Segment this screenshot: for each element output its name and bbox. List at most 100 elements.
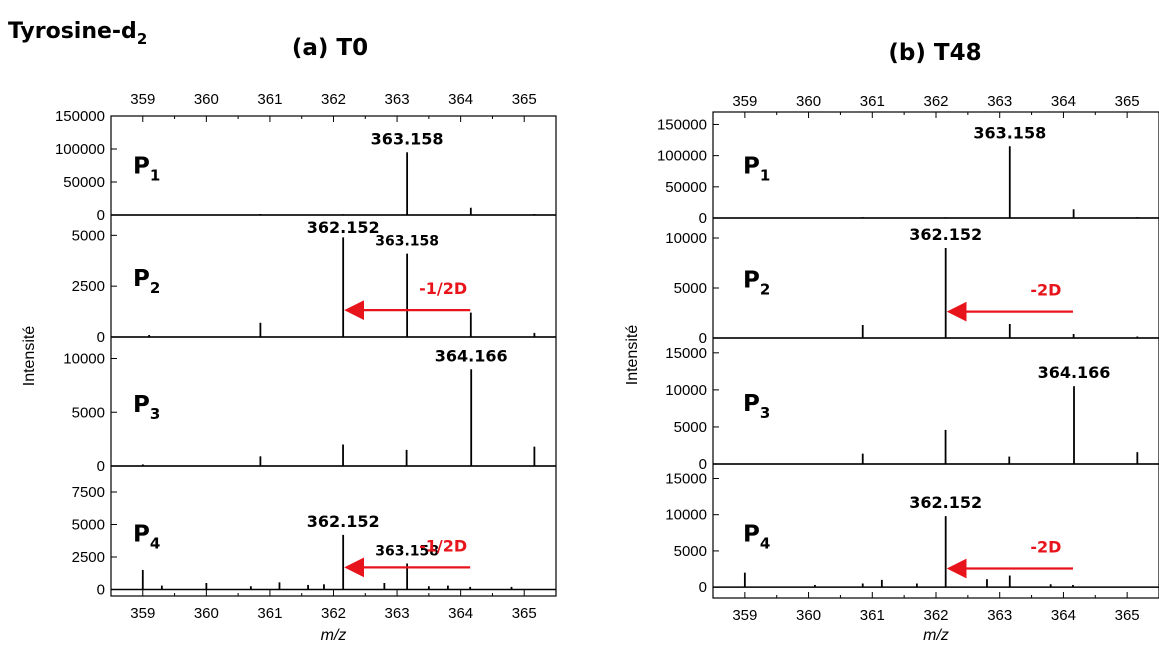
peak-label: 363.158 [375, 234, 439, 250]
spectrum-panel-4: 0 2500 5000 7500 P4 362.152 363.158-1/2D [72, 465, 556, 599]
chart-0: (a) T0 359 359 360 360 361 361 362 362 363 363 364 3… [21, 35, 557, 644]
y-tick-label: 150000 [657, 116, 707, 133]
bottom-x-tick-label: 361 [860, 607, 885, 624]
chart-1: (b) T48 359 359 360 360 361 361 362 362 363 363 364… [624, 40, 1159, 644]
bottom-x-tick-label: 365 [512, 605, 537, 622]
y-tick-label: 100000 [55, 141, 105, 158]
y-tick-label: 0 [97, 329, 105, 346]
y-tick-label: 50000 [63, 174, 105, 191]
x-axis-label: m/z [321, 627, 347, 644]
bottom-x-tick-label: 360 [796, 607, 821, 624]
bottom-x-tick-label: 364 [1051, 607, 1076, 624]
y-tick-label: 0 [699, 579, 707, 596]
peak-label: 364.166 [1038, 363, 1111, 382]
spectrum-panel-3: 0 5000 10000 P3 364.166 [63, 336, 556, 475]
spectrum-panel-3: 0 5000 10000 15000 P3 364.166 [665, 337, 1159, 473]
y-tick-label: 5000 [72, 517, 105, 534]
y-tick-label: 5000 [72, 404, 105, 421]
y-axis-label: Intensité [624, 325, 641, 386]
chart-title: (a) T0 [292, 35, 368, 61]
top-x-tick-label: 361 [860, 93, 885, 110]
top-x-tick-label: 363 [385, 91, 410, 108]
bottom-x-tick-label: 359 [732, 607, 757, 624]
top-x-tick-label: 360 [796, 93, 821, 110]
y-tick-label: 0 [97, 207, 105, 224]
bottom-x-tick-label: 363 [385, 605, 410, 622]
bottom-x-tick-label: 362 [923, 607, 948, 624]
y-tick-label: 15000 [665, 345, 707, 362]
y-tick-label: 10000 [665, 382, 707, 399]
y-tick-label: 10000 [63, 351, 105, 368]
y-tick-label: 50000 [665, 179, 707, 196]
shift-label: -2D [1030, 281, 1061, 300]
y-tick-label: 100000 [657, 148, 707, 165]
y-tick-label: 5000 [674, 419, 707, 436]
bottom-x-tick-label: 361 [257, 605, 282, 622]
top-x-tick-label: 362 [321, 91, 346, 108]
y-tick-label: 0 [97, 582, 105, 599]
spectrum-panel-2: 0 5000 10000 P2 362.152 -2D [665, 217, 1159, 347]
bottom-x-tick-label: 364 [448, 605, 473, 622]
y-tick-label: 5000 [72, 227, 105, 244]
peak-label: 363.158 [371, 129, 444, 148]
y-tick-label: 7500 [72, 484, 105, 501]
peak-label: 362.152 [909, 225, 982, 244]
y-tick-label: 10000 [665, 230, 707, 247]
peak-label: 363.158 [375, 544, 439, 560]
y-tick-label: 2500 [72, 549, 105, 566]
peak-label: 362.152 [307, 512, 380, 531]
top-x-tick-label: 361 [257, 91, 282, 108]
panel-label: P1 [133, 153, 160, 184]
peak-label: 364.166 [435, 346, 508, 365]
bottom-x-tick-label: 365 [1115, 607, 1140, 624]
peak-label: 362.152 [307, 218, 380, 237]
bottom-x-tick-label: 359 [130, 605, 155, 622]
chart-title: (b) T48 [888, 40, 981, 66]
bottom-x-tick-label: 360 [194, 605, 219, 622]
y-tick-label: 10000 [665, 507, 707, 524]
peak-label: 363.158 [973, 123, 1046, 142]
x-axis-label: m/z [923, 627, 949, 644]
spectrum-panel-1: 0 50000 100000 150000 P1 363.158 [657, 116, 1159, 227]
top-x-tick-label: 359 [130, 91, 155, 108]
top-x-tick-label: 364 [1051, 93, 1076, 110]
y-tick-label: 150000 [55, 108, 105, 125]
top-x-tick-label: 360 [194, 91, 219, 108]
panel-label: P3 [133, 392, 160, 423]
y-tick-label: 0 [699, 456, 707, 473]
panel-label: P1 [743, 153, 770, 184]
top-x-tick-label: 365 [512, 91, 537, 108]
spectrum-panel-1: 0 50000 100000 150000 P1 363.158 [55, 108, 556, 224]
y-tick-label: 0 [699, 210, 707, 227]
panel-label: P3 [743, 391, 770, 422]
top-x-tick-label: 362 [923, 93, 948, 110]
top-x-tick-label: 365 [1115, 93, 1140, 110]
shift-label: -2D [1030, 538, 1061, 557]
shift-label: -1/2D [419, 279, 467, 298]
top-x-tick-label: 363 [987, 93, 1012, 110]
panel-label: P2 [743, 268, 770, 299]
figure-title-main: Tyrosine-d [8, 19, 137, 44]
y-tick-label: 0 [97, 458, 105, 475]
spectrum-panel-4: 0 5000 10000 15000 P4 362.152 -2D [665, 463, 1159, 596]
panel-label: P2 [133, 266, 160, 297]
panel-label: P4 [133, 521, 160, 552]
figure-title-subscript: 2 [137, 30, 147, 48]
peak-label: 362.152 [909, 493, 982, 512]
bottom-x-tick-label: 362 [321, 605, 346, 622]
y-tick-label: 2500 [72, 278, 105, 295]
y-tick-label: 5000 [674, 543, 707, 560]
figure-title: Tyrosine-d2 [8, 19, 147, 48]
shift-label: -1/2D [419, 536, 467, 555]
panel-label: P4 [743, 522, 770, 553]
charts-group: (a) T0 359 359 360 360 361 361 362 362 363 363 364 3… [21, 35, 1159, 644]
plot-frame [712, 111, 1159, 599]
y-axis-label: Intensité [21, 326, 38, 387]
y-tick-label: 5000 [674, 280, 707, 297]
top-x-tick-label: 359 [732, 93, 757, 110]
y-tick-label: 15000 [665, 470, 707, 487]
y-tick-label: 0 [699, 330, 707, 347]
bottom-x-tick-label: 363 [987, 607, 1012, 624]
